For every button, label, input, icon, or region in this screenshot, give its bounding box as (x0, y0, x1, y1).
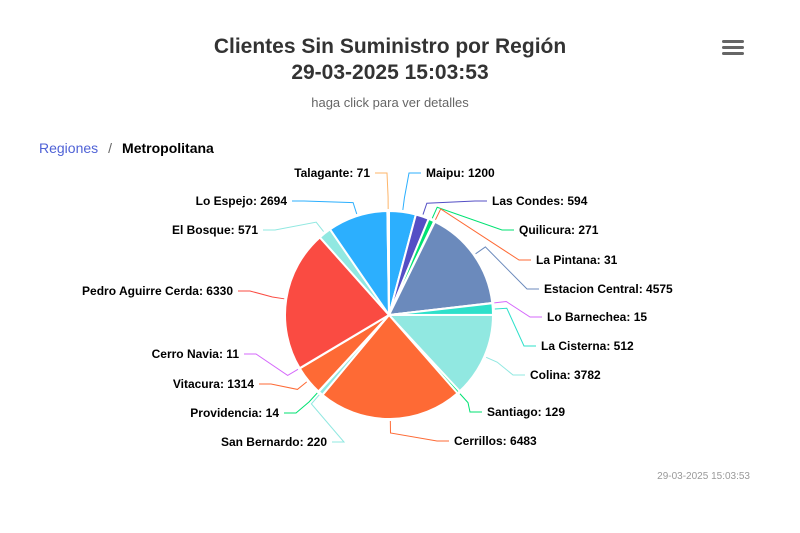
connector-line (431, 206, 514, 231)
connector-line (494, 300, 542, 318)
data-label[interactable]: Lo Barnechea: 15 (547, 310, 647, 324)
connector-line (459, 393, 482, 413)
connector-line (259, 381, 308, 390)
pie-slice-estacion-central[interactable] (388, 220, 494, 316)
data-label[interactable]: Vitacura: 1314 (173, 377, 254, 391)
chart-title-line2: 29-03-2025 15:03:53 (291, 61, 489, 84)
data-label[interactable]: Quilicura: 271 (519, 223, 599, 237)
breadcrumb-separator: / (108, 140, 113, 156)
data-label[interactable]: Pedro Aguirre Cerda: 6330 (82, 284, 233, 298)
breadcrumb-current: Metropolitana (122, 140, 214, 156)
data-label[interactable]: Providencia: 14 (190, 406, 279, 420)
pie-slice-colina[interactable] (388, 313, 495, 393)
data-label[interactable]: Cerrillos: 6483 (454, 434, 537, 448)
data-label[interactable]: La Pintana: 31 (536, 253, 618, 267)
connector-line (485, 356, 525, 376)
pie-slice-cerrillos[interactable] (321, 314, 459, 420)
data-label[interactable]: Santiago: 129 (487, 405, 565, 419)
connector-line (284, 392, 318, 414)
pie-slice-pedro-aguirre-cerda[interactable] (284, 236, 390, 370)
connector-line (292, 200, 358, 215)
breadcrumb: Regiones / Metropolitana (39, 140, 214, 156)
data-label[interactable]: Maipu: 1200 (426, 166, 495, 180)
connector-line (494, 307, 536, 347)
connector-line (389, 420, 449, 442)
chart-title-line1: Clientes Sin Suministro por Región (213, 35, 567, 58)
hamburger-menu-icon[interactable] (722, 38, 744, 58)
data-label[interactable]: Lo Espejo: 2694 (196, 194, 288, 208)
connector-line (422, 200, 487, 215)
data-label[interactable]: Talagante: 71 (294, 166, 370, 180)
data-label[interactable]: Cerro Navia: 11 (152, 347, 240, 361)
connector-line (375, 172, 389, 210)
chart-subtitle: haga click para ver detalles (311, 95, 469, 110)
chart-title: Clientes Sin Suministro por Región 29-03… (0, 34, 780, 86)
pie-slice-talagante[interactable] (386, 209, 390, 316)
connector-line (244, 353, 299, 377)
data-label[interactable]: La Cisterna: 512 (541, 339, 634, 353)
connector-line (310, 394, 346, 443)
data-label[interactable]: San Bernardo: 220 (221, 435, 327, 449)
data-label[interactable]: Estacion Central: 4575 (544, 282, 673, 296)
chart-credits: 29-03-2025 15:03:53 (657, 471, 750, 482)
data-label[interactable]: Colina: 3782 (530, 368, 601, 382)
data-label[interactable]: El Bosque: 571 (172, 223, 258, 237)
connector-line (402, 172, 421, 210)
breadcrumb-regiones-link[interactable]: Regiones (39, 140, 99, 156)
connector-line (475, 246, 539, 290)
connector-line (238, 290, 285, 300)
connector-line (435, 208, 531, 261)
connector-line (263, 221, 324, 232)
data-label[interactable]: Las Condes: 594 (492, 194, 588, 208)
